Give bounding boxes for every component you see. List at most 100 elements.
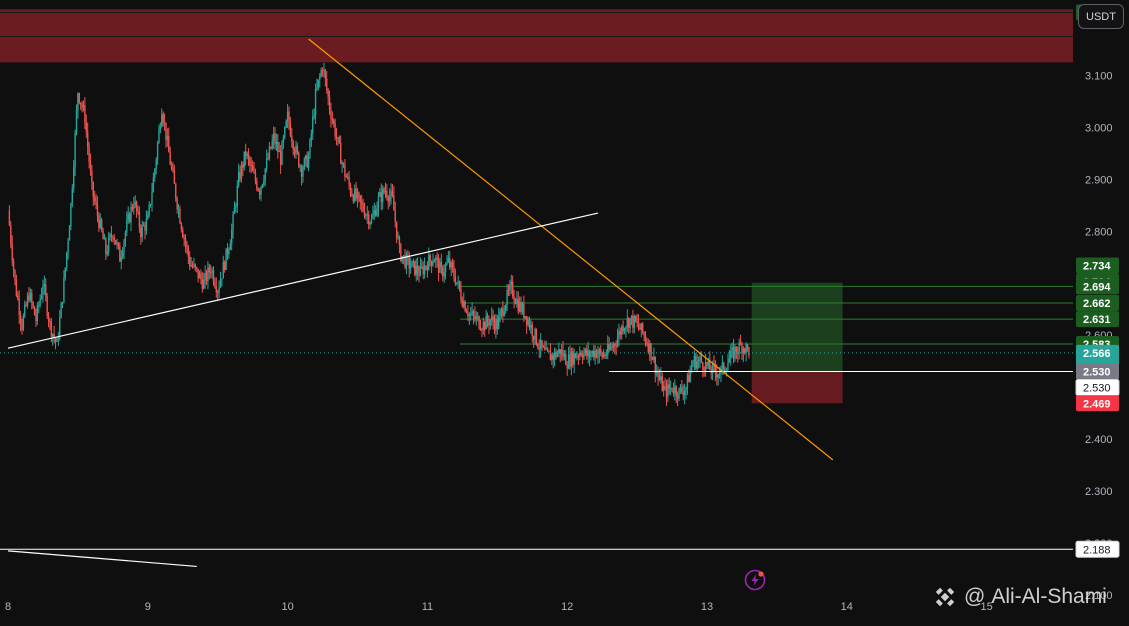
candle-body (342, 163, 345, 165)
candle-body (386, 190, 388, 198)
candle-body (731, 347, 733, 351)
candle-body (532, 336, 535, 340)
candle-body (667, 384, 669, 398)
candle-body (170, 164, 173, 168)
candle-body (449, 258, 451, 268)
candle-body (374, 210, 377, 216)
candle-body (166, 136, 169, 140)
candle-body (514, 300, 517, 304)
y-tick-label: 2.400 (1085, 434, 1113, 446)
price-label-text: 2.188 (1083, 544, 1111, 556)
candle-body (337, 137, 339, 139)
candle-body (693, 356, 696, 362)
price-label-white (1075, 540, 1120, 558)
candle-body (551, 354, 553, 361)
candle-body (198, 273, 201, 279)
candle-body (499, 311, 501, 317)
candle-body (502, 308, 504, 316)
candle-body (725, 369, 728, 371)
candle-body (405, 254, 408, 268)
candle-body (446, 262, 448, 265)
candle-body (485, 315, 487, 330)
price-label-green (1076, 311, 1119, 328)
candle-body (98, 215, 100, 228)
candle-body (458, 281, 461, 290)
long-stop-zone[interactable] (751, 371, 843, 404)
candle-body (390, 191, 392, 197)
candle-body (558, 349, 560, 354)
candle-body (428, 255, 430, 271)
candle-body (509, 284, 511, 291)
candle-body (597, 354, 599, 358)
candle-body (10, 225, 12, 244)
candle-body (124, 232, 127, 241)
candle-body (81, 104, 83, 108)
alert-bolt-icon[interactable] (744, 569, 766, 591)
candle-body (495, 319, 497, 331)
time-axis: 8 9 10 11 12 13 14 15 (5, 601, 993, 613)
candle-body (528, 320, 531, 328)
candle-body (17, 295, 19, 299)
candle-body (629, 318, 631, 329)
candle-body (82, 105, 85, 108)
candle-body (113, 237, 115, 241)
price-label-text: 2.662 (1083, 298, 1111, 310)
candle-body (370, 218, 373, 223)
lines-layer (0, 38, 1073, 568)
candle-body (140, 227, 142, 238)
candle-body (402, 255, 405, 257)
currency-button[interactable]: USDT (1078, 4, 1124, 29)
candle-body (263, 180, 265, 185)
candle-body (268, 146, 271, 159)
candle-body (196, 267, 198, 269)
candle-body (152, 177, 155, 193)
candle-body (250, 164, 252, 167)
x-tick-label: 15 (980, 601, 992, 613)
trendline-descending-resistance[interactable] (308, 38, 834, 461)
candle-body (93, 196, 96, 202)
candle-body (258, 190, 261, 195)
candle-body (356, 192, 359, 199)
candle-body (22, 315, 25, 330)
candle-body (312, 116, 314, 134)
candle-body (661, 376, 663, 391)
candle-body (275, 142, 278, 145)
candle-body (552, 354, 554, 360)
candle-body (313, 114, 315, 117)
trendline-ascending-support[interactable] (7, 212, 599, 349)
candle-body (541, 340, 543, 347)
candle-body (440, 262, 443, 268)
candle-body (451, 262, 454, 268)
candle-body (728, 358, 731, 363)
candle-body (100, 219, 103, 231)
candle-body (300, 166, 303, 177)
candle-body (326, 78, 328, 90)
candle-body (228, 249, 230, 255)
candle-body (443, 272, 445, 277)
candle-body (688, 375, 690, 383)
candle-body (47, 315, 50, 321)
candle-body (251, 166, 254, 172)
candle-body (513, 296, 515, 301)
candle-body (433, 260, 436, 263)
candle-body (40, 294, 43, 299)
price-label-text: 2.530 (1083, 383, 1111, 395)
candle-body (61, 302, 64, 304)
candle-body (450, 262, 452, 268)
candle-body (583, 352, 585, 358)
candle-body (96, 204, 99, 216)
candle-body (155, 159, 157, 170)
candle-body (447, 258, 450, 263)
candle-body (479, 328, 482, 330)
candle-body (517, 299, 519, 312)
candle-body (628, 318, 630, 329)
candle-body (52, 334, 54, 337)
candle-body (39, 298, 41, 306)
trendline-lower-support-fragment[interactable] (7, 550, 197, 568)
long-target-zone[interactable] (751, 282, 843, 372)
candle-body (560, 349, 563, 355)
candle-body (587, 350, 589, 356)
candle-body (616, 338, 619, 347)
